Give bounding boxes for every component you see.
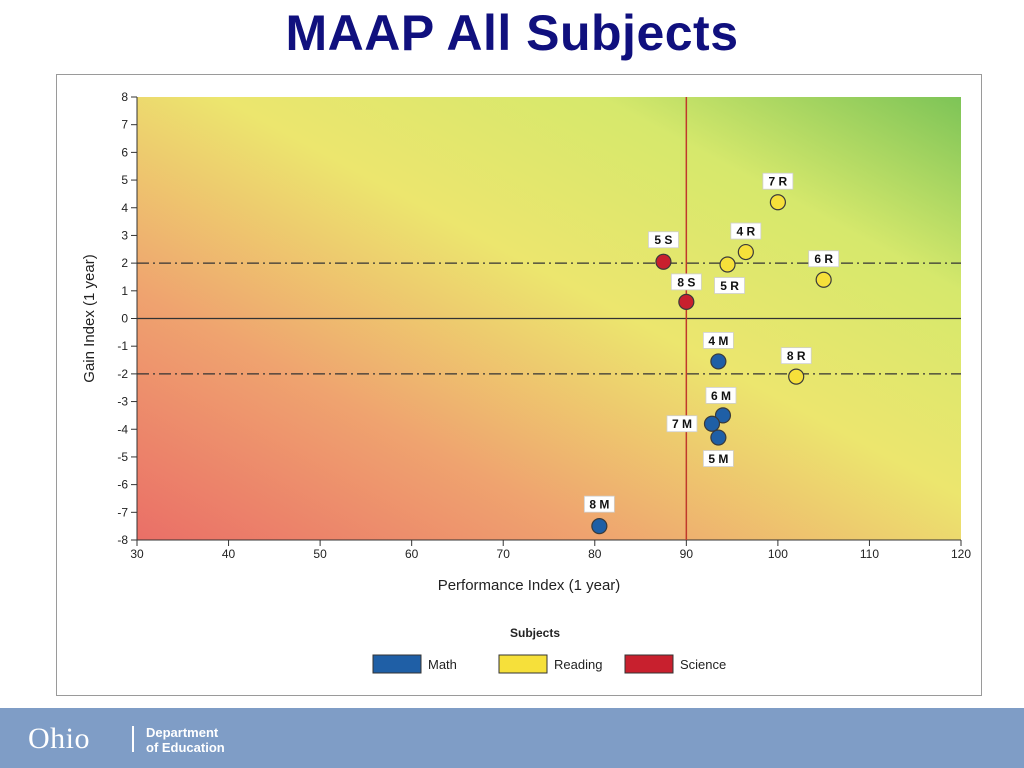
- scatter-chart: 8 7 6 5 4 3 2 1 0 -1 -2 -3 -4 -5 -6 -7 -830 40 50 60 70 80 90 1…: [81, 90, 971, 674]
- data-point-5-s: [655, 253, 672, 270]
- slide-title: MAAP All Subjects: [285, 5, 739, 61]
- y-tick-label: 2: [121, 256, 128, 270]
- y-tick-label: -8: [117, 533, 128, 547]
- data-point-4-r: [737, 243, 754, 261]
- y-tick-label: -3: [117, 395, 128, 409]
- y-axis-label: Gain Index (1 year): [81, 254, 98, 382]
- data-label-box: [583, 495, 615, 513]
- y-tick-label: 5: [121, 173, 128, 187]
- x-tick-label: 40: [222, 547, 236, 561]
- x-tick-label: 30: [130, 547, 144, 561]
- x-tick-label: 100: [768, 547, 788, 561]
- data-label-7-r: 7 R: [769, 175, 788, 189]
- data-label-box: [808, 250, 840, 268]
- y-tick-label: -5: [117, 450, 128, 464]
- x-tick-label: 60: [405, 547, 419, 561]
- data-point-8-m: [591, 518, 608, 535]
- y-tick-label: -2: [117, 367, 128, 381]
- data-point-7-m: [703, 415, 721, 432]
- y-tick-label: 0: [121, 312, 128, 326]
- legend-swatch-science: [624, 654, 674, 674]
- data-label-box: [702, 332, 734, 349]
- data-label-8-r: 8 R: [787, 349, 806, 363]
- data-label-box: [714, 277, 745, 294]
- y-tick-label: 1: [121, 284, 128, 298]
- data-point-5-r: [719, 256, 736, 273]
- data-label-8-m: 8 M: [589, 498, 609, 512]
- y-tick-label: 3: [121, 228, 128, 242]
- legend-title: Subjects: [510, 626, 560, 640]
- data-label-box: [705, 387, 737, 404]
- data-label-box: [780, 347, 812, 365]
- data-label-5-s: 5 S: [654, 233, 672, 247]
- data-label-5-r: 5 R: [720, 279, 739, 293]
- ohio-logo: Ohio: [28, 722, 90, 755]
- data-label-box: [702, 450, 734, 467]
- x-tick-label: 90: [680, 547, 694, 561]
- legend-label-math: Math: [428, 657, 457, 672]
- x-tick-label: 70: [497, 547, 511, 561]
- y-tick-label: 4: [121, 201, 128, 215]
- x-tick-label: 110: [860, 547, 879, 561]
- data-point-7-r: [769, 194, 786, 211]
- data-point-5-m: [710, 429, 727, 446]
- x-axis-label: Performance Index (1 year): [438, 577, 621, 594]
- data-label-box: [670, 273, 702, 291]
- y-tick-label: 7: [121, 118, 128, 132]
- data-point-8-s: [678, 293, 695, 310]
- data-point-6-r: [815, 271, 832, 288]
- data-label-box: [666, 415, 698, 433]
- data-point-6-m: [714, 407, 732, 424]
- data-point-4-m: [710, 353, 727, 370]
- logo-divider: [132, 726, 134, 752]
- data-label-4-r: 4 R: [737, 225, 756, 239]
- department-name: Department of Education: [146, 725, 225, 755]
- legend-label-science: Science: [680, 657, 726, 672]
- y-tick-label: -6: [117, 478, 128, 492]
- x-tick-label: 80: [588, 547, 602, 561]
- data-label-box: [648, 231, 679, 249]
- legend-swatch-math: [372, 654, 422, 674]
- data-label-box: [762, 172, 794, 190]
- x-tick-label: 120: [951, 547, 971, 561]
- y-tick-label: 6: [121, 145, 128, 159]
- data-label-box: [730, 222, 762, 240]
- data-label-6-r: 6 R: [814, 252, 833, 266]
- department-line-2: of Education: [146, 740, 225, 755]
- data-label-7-m: 7 M: [672, 417, 692, 431]
- data-label-4-m: 4 M: [708, 334, 728, 348]
- legend-label-reading: Reading: [554, 657, 602, 672]
- y-tick-label: 8: [121, 90, 128, 104]
- y-tick-label: -4: [117, 422, 128, 436]
- data-label-5-m: 5 M: [708, 452, 728, 466]
- x-tick-label: 50: [313, 547, 327, 561]
- y-tick-label: -7: [117, 505, 128, 519]
- legend-swatch-reading: [498, 654, 548, 674]
- y-tick-label: -1: [117, 339, 128, 353]
- department-line-1: Department: [146, 725, 219, 740]
- footer-bar: Ohio Department of Education: [0, 708, 1024, 768]
- data-label-8-s: 8 S: [677, 275, 695, 289]
- chart-frame: 8 7 6 5 4 3 2 1 0 -1 -2 -3 -4 -5 -6 -7 -8 30 40 50 60 70 80 90 1…: [56, 74, 982, 696]
- data-label-6-m: 6 M: [711, 389, 731, 403]
- data-point-8-r: [788, 368, 805, 385]
